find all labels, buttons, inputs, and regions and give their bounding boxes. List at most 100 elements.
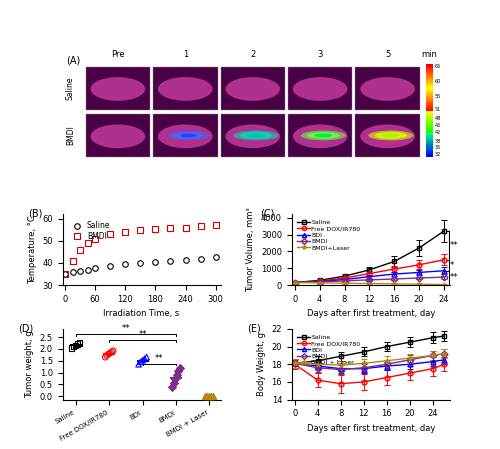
Ellipse shape — [368, 128, 406, 145]
Bar — [426, 105, 433, 107]
Bar — [153, 114, 218, 157]
Ellipse shape — [94, 126, 141, 146]
X-axis label: Days after first treatment, day: Days after first treatment, day — [306, 309, 435, 318]
X-axis label: Irradiation Time, s: Irradiation Time, s — [104, 309, 180, 318]
Ellipse shape — [293, 77, 348, 101]
Bar — [426, 153, 433, 155]
Bar — [426, 150, 433, 151]
Bar — [426, 112, 433, 114]
Text: 45: 45 — [435, 123, 441, 128]
Point — [142, 354, 150, 361]
Ellipse shape — [247, 134, 265, 137]
Bar — [426, 116, 433, 118]
Bar — [86, 66, 150, 110]
Text: BMDI: BMDI — [66, 126, 75, 145]
Text: 38: 38 — [435, 139, 441, 144]
Point — [176, 365, 184, 372]
Bar — [426, 94, 433, 96]
Bar — [426, 81, 433, 83]
Point — [104, 351, 112, 358]
Point — [68, 344, 76, 352]
Bar — [426, 127, 433, 129]
Bar — [426, 64, 433, 66]
Legend: Saline, Free DOX/IR780, BDI, BMDI, BMDI + Laser: Saline, Free DOX/IR780, BDI, BMDI, BMDI … — [295, 332, 363, 368]
Point — [206, 392, 214, 400]
Ellipse shape — [162, 79, 208, 99]
Bar — [426, 85, 433, 87]
Bar — [153, 66, 218, 110]
Point — [140, 355, 148, 362]
Text: Pre: Pre — [111, 50, 124, 59]
Ellipse shape — [364, 126, 411, 146]
Text: **: ** — [450, 241, 458, 250]
Ellipse shape — [99, 81, 137, 97]
Legend: Saline, Free DOX/IR780, BDI, BMDI, BMDI+Laser: Saline, Free DOX/IR780, BDI, BMDI, BMDI+… — [295, 217, 363, 253]
Bar — [426, 136, 433, 139]
Bar — [426, 155, 433, 157]
Text: (B): (B) — [28, 209, 42, 219]
Ellipse shape — [240, 132, 272, 139]
Ellipse shape — [301, 81, 340, 97]
Point — [204, 392, 212, 400]
Ellipse shape — [360, 77, 415, 101]
Point — [74, 341, 82, 348]
Text: **: ** — [450, 273, 458, 282]
Ellipse shape — [168, 131, 209, 140]
Bar — [426, 142, 433, 144]
Bar — [426, 120, 433, 122]
Text: min: min — [422, 50, 438, 59]
Ellipse shape — [162, 126, 208, 146]
Y-axis label: Tumor Volume, mm³: Tumor Volume, mm³ — [246, 207, 256, 292]
Bar — [426, 83, 433, 85]
Point — [76, 339, 84, 347]
Bar — [426, 90, 433, 92]
Ellipse shape — [90, 77, 146, 101]
Bar — [356, 66, 420, 110]
Y-axis label: Tumor weight, g: Tumor weight, g — [25, 330, 34, 398]
Text: (E): (E) — [248, 323, 262, 333]
Bar — [426, 103, 433, 106]
Ellipse shape — [230, 126, 276, 146]
Ellipse shape — [230, 79, 276, 99]
Point — [136, 358, 144, 365]
Point — [171, 375, 179, 383]
Bar — [426, 151, 433, 154]
Ellipse shape — [158, 77, 212, 101]
Bar — [426, 138, 433, 141]
Bar — [426, 70, 433, 72]
Bar — [426, 68, 433, 70]
Bar — [426, 101, 433, 103]
Ellipse shape — [301, 128, 340, 145]
Bar — [426, 114, 433, 116]
Bar — [426, 72, 433, 74]
Bar — [426, 97, 433, 100]
Bar — [426, 107, 433, 109]
Bar — [426, 122, 433, 124]
Bar — [426, 148, 433, 150]
Bar — [220, 66, 285, 110]
Bar — [426, 66, 433, 68]
Text: 35: 35 — [435, 145, 441, 150]
Ellipse shape — [382, 134, 400, 137]
Bar — [426, 79, 433, 81]
Point — [174, 368, 182, 375]
Bar — [426, 140, 433, 142]
Bar — [426, 88, 433, 91]
Ellipse shape — [234, 81, 272, 97]
Bar — [86, 114, 150, 157]
Ellipse shape — [368, 81, 406, 97]
Text: 1: 1 — [182, 50, 188, 59]
Bar — [426, 131, 433, 133]
Ellipse shape — [297, 126, 344, 146]
Bar — [426, 133, 433, 135]
Bar — [356, 114, 420, 157]
Text: **: ** — [122, 324, 130, 333]
Text: 5: 5 — [385, 50, 390, 59]
Bar — [426, 135, 433, 136]
Text: 55: 55 — [435, 94, 441, 99]
Ellipse shape — [90, 124, 146, 148]
Text: **: ** — [155, 354, 164, 363]
Point — [134, 361, 142, 368]
Ellipse shape — [314, 134, 332, 137]
Ellipse shape — [226, 77, 280, 101]
